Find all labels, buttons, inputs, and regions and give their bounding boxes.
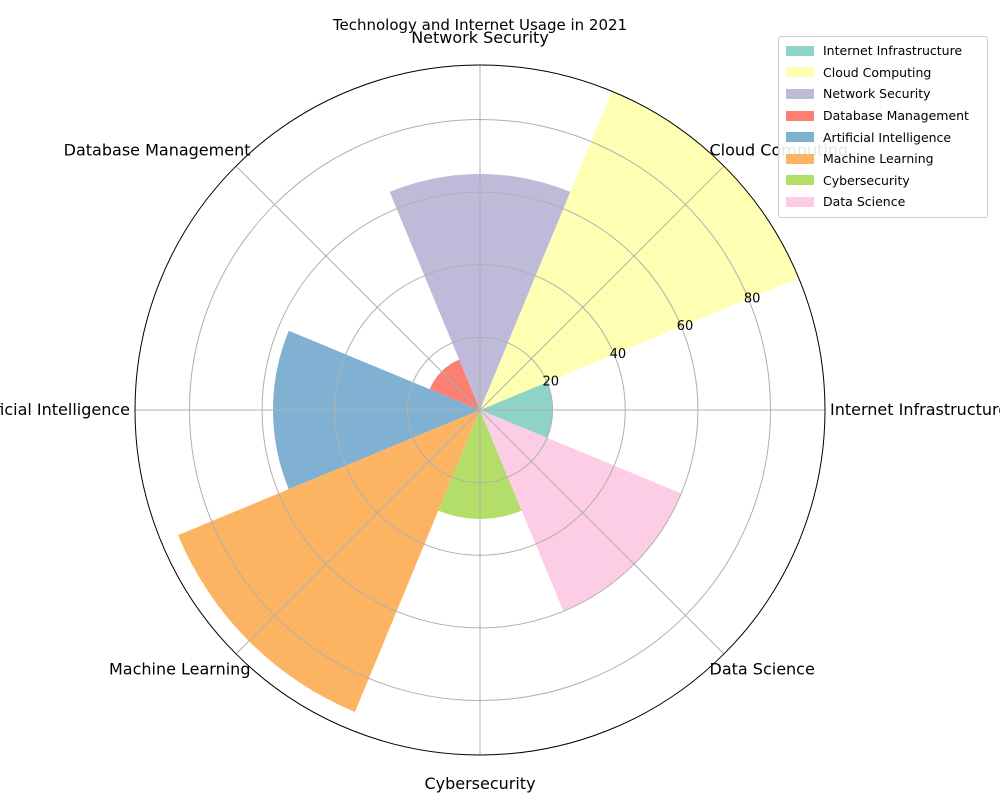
legend-item: Cloud Computing	[779, 62, 987, 84]
legend-swatch	[786, 132, 814, 143]
legend-swatch	[786, 67, 814, 78]
chart-title: Technology and Internet Usage in 2021	[332, 16, 627, 34]
legend-item: Database Management	[779, 105, 987, 127]
legend-item: Data Science	[779, 191, 987, 213]
legend-swatch	[786, 196, 814, 207]
legend-label: Data Science	[823, 194, 906, 210]
angular-gridline	[235, 165, 481, 411]
legend-label: Machine Learning	[823, 151, 934, 167]
radial-tick-label: 60	[677, 319, 694, 334]
category-label-data-science: Data Science	[710, 660, 815, 679]
legend-label: Cybersecurity	[823, 172, 910, 188]
radial-tick-label: 40	[610, 347, 627, 362]
category-label-database-management: Database Management	[64, 140, 251, 159]
legend-swatch	[786, 110, 814, 121]
legend-item: Network Security	[779, 83, 987, 105]
legend-item: Artificial Intelligence	[779, 126, 987, 148]
angular-gridline	[235, 409, 481, 655]
legend-label: Network Security	[823, 86, 931, 102]
category-label-artificial-intelligence: Artificial Intelligence	[0, 400, 130, 419]
legend-swatch	[786, 153, 814, 164]
legend-swatch	[786, 175, 814, 186]
category-label-machine-learning: Machine Learning	[109, 660, 251, 679]
category-label-cybersecurity: Cybersecurity	[424, 774, 535, 793]
radial-tick-label: 20	[543, 375, 560, 390]
grid-layer	[135, 65, 825, 755]
legend: Internet Infrastructure Cloud Computing Ne…	[778, 36, 988, 218]
legend-label: Cloud Computing	[823, 64, 932, 80]
legend-swatch	[786, 45, 814, 56]
radial-tick-label: 80	[744, 291, 761, 306]
category-label-network-security: Network Security	[411, 28, 549, 47]
angular-gridline	[479, 165, 725, 411]
legend-item: Cybersecurity	[779, 170, 987, 192]
category-label-internet-infrastructure: Internet Infrastructure	[830, 400, 1000, 419]
angular-gridline	[479, 409, 725, 655]
legend-swatch	[786, 88, 814, 99]
legend-label: Artificial Intelligence	[823, 129, 952, 145]
legend-label: Database Management	[823, 108, 969, 124]
legend-item: Machine Learning	[779, 148, 987, 170]
outline-layer	[134, 64, 826, 756]
polar-frame	[134, 64, 826, 756]
legend-item: Internet Infrastructure	[779, 40, 987, 62]
legend-label: Internet Infrastructure	[823, 43, 963, 59]
